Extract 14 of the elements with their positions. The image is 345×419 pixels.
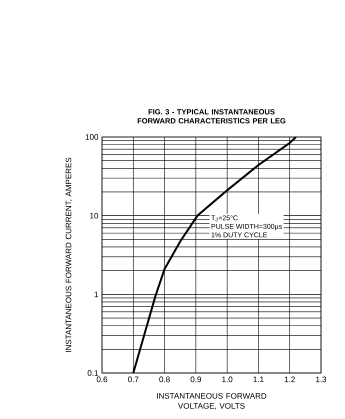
x-tick-label: 1.0 [222,376,232,382]
x-tick-label: 0.8 [159,376,170,382]
x-tick-label: 0.6 [96,376,108,382]
y-tick-label: 10 [90,212,98,218]
x-tick-label: 1.3 [316,376,326,382]
x-tick-label: 1.2 [284,376,295,382]
x-tick-label: 0.7 [128,376,138,382]
x-tick-label: 0.9 [190,376,202,382]
y-tick-label: 100 [86,134,98,140]
y-tick-label: 1 [94,292,98,298]
y-tick-label: 0.1 [88,370,98,376]
x-axis-title: INSTANTANEOUS FORWARD VOLTAGE, VOLTS [157,393,266,410]
x-tick-label: 1.1 [253,376,264,382]
y-axis-title: INSTANTANEOUS FORWARD CURRENT, AMPERES [66,158,72,352]
